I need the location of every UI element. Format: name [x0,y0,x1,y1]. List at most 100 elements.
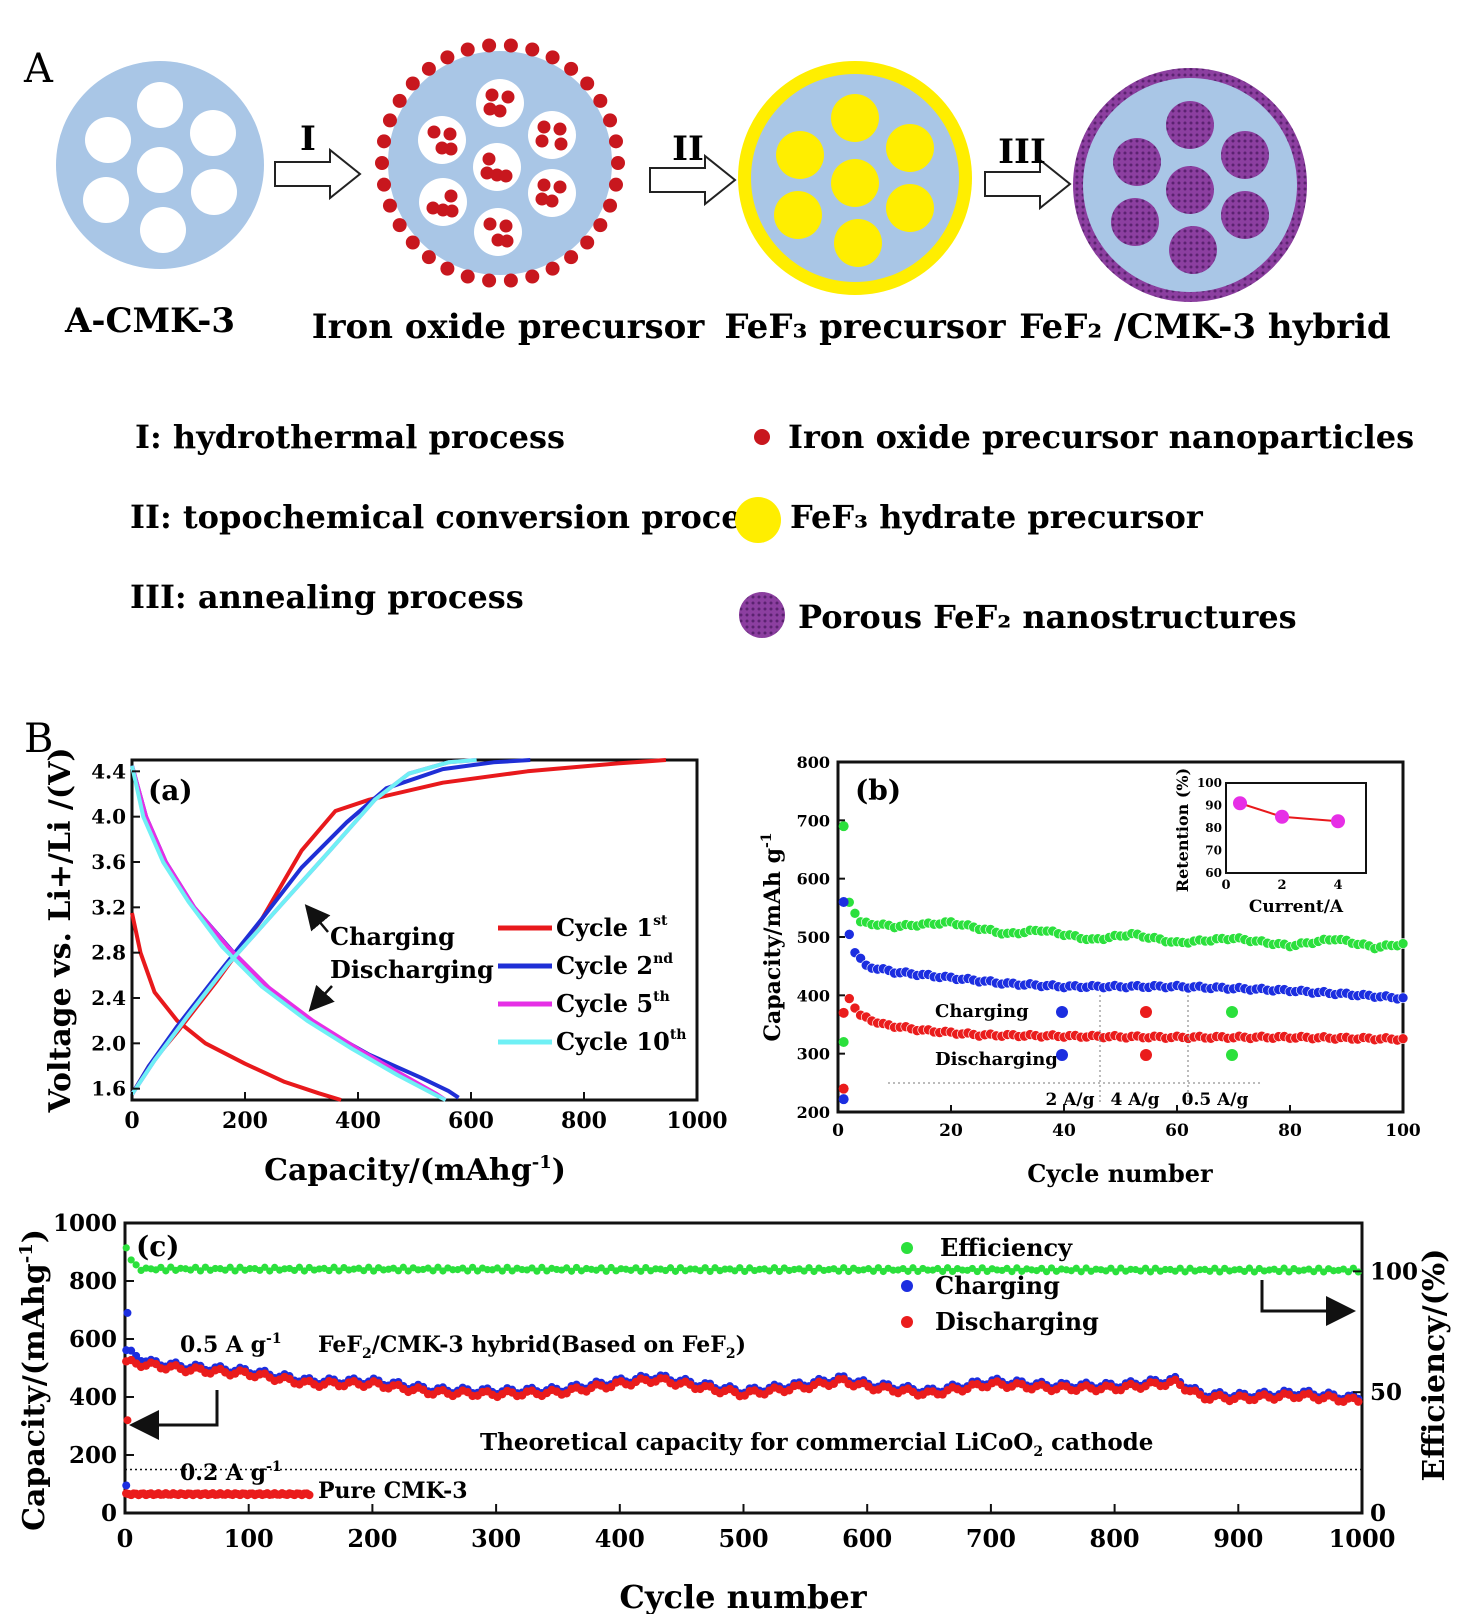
chart-a-ytick-label: 2.4 [91,986,126,1010]
iron-oxide-particle [485,88,499,102]
step-arrow-2: II [649,129,737,207]
chart-c-point-efficiency [231,1267,239,1275]
chart-b-point-red [843,993,855,1004]
iron-oxide-particle [444,142,458,156]
chart-c-legend-discharging-marker [901,1316,913,1328]
chart-c-point-efficiency [191,1263,200,1271]
chart-c-point-efficiency [226,1263,234,1271]
chart-a-curve-4-discharge [130,765,447,1102]
iron-oxide-particle [482,273,497,288]
chart-c-y2tick-label: 0 [1370,1500,1386,1527]
chart-b-inset-xlabel: Current/A [1249,897,1344,917]
chart-b-legend-discharging-blue-marker [1056,1049,1068,1061]
chart-b-panel-label: (b) [855,774,901,807]
chart-c-point-efficiency [261,1263,269,1271]
chart-c-xtick-label: 200 [347,1524,397,1553]
chart-b-xtick-label: 20 [939,1121,963,1141]
chart-b-legend-discharging-red-marker [1140,1049,1152,1061]
process-legend-2: II: topochemical conversion process [130,498,778,536]
chart-c-point-efficiency [869,1267,877,1275]
chart-b-inset-ytick-label: 90 [1205,799,1222,813]
chart-b-point-blue [1397,992,1409,1004]
chart-c-y2tick-label: 100 [1370,1258,1418,1285]
chart-c-point-efficiency [973,1267,981,1276]
chart-c-point-efficiency [127,1256,135,1264]
iron-oxide-particle [564,61,579,76]
stage-caption-2: Iron oxide precursor [312,307,706,347]
chart-a-discharging-arrow [308,984,335,1012]
step-label-2: II [672,129,704,169]
iron-oxide-particle [377,177,392,192]
chart-c-point-efficiency [122,1244,130,1252]
chart-c-point-efficiency [1349,1264,1357,1272]
step-label-3: III [998,132,1046,172]
chart-c-point-efficiency [741,1267,749,1276]
iron-oxide-particle [382,198,397,213]
iron-oxide-particle [553,180,567,194]
iron-oxide-particle [377,134,392,149]
iron-oxide-particle [482,38,497,53]
chart-b-point-blue [838,897,849,907]
iron-oxide-particle [460,42,475,57]
chart-b-point-blue [855,952,866,964]
chart-c-point-efficiency [637,1267,645,1275]
chart-c-right-axis-arrow [1260,1280,1356,1326]
symbol-legend-1: Iron oxide precursor nanoparticles [788,418,1414,456]
chart-c-xtick-label: 400 [595,1524,645,1553]
stage-fef2-diagram [1073,68,1307,302]
chart-c-ytick-label: 200 [69,1442,117,1469]
iron-oxide-particle [443,127,457,141]
chart-c-hybrid-label: FeF2/CMK-3 hybrid(Based on FeF2) [318,1332,746,1362]
chart-a-ytick-label: 4.0 [91,805,126,829]
chart-c-xtick-label: 600 [842,1524,892,1553]
iron-oxide-particle [444,189,458,203]
iron-oxide-particle [460,269,475,284]
iron-oxide-particle [440,261,455,276]
chart-c-theory-label: Theoretical capacity for commercial LiCo… [480,1429,1153,1460]
stage-a-cmk3-diagram [56,61,264,269]
chart-b-legend-discharging-green-marker [1226,1049,1238,1061]
chart-a: 0 200 400 600 800 1000 1.6 2.0 2.4 2.8 3.2 3.6 4.0 4.… [43,747,728,1188]
process-legend-1: I: hydrothermal process [135,418,565,456]
chart-b-point-red [1397,1033,1409,1044]
chart-b-inset-point [1331,814,1345,829]
chart-b-xlabel: Cycle number [1027,1159,1213,1188]
iron-oxide-particle [482,152,496,166]
chart-c-point-discharging [1354,1397,1363,1406]
chart-c-ylabel: Capacity/(mAhg-1) [16,1229,52,1531]
chart-b-point-extra [838,1083,849,1094]
chart-c-point-efficiency [399,1263,407,1271]
iron-oxide-particle [580,235,595,250]
iron-oxide-particle [500,234,514,248]
iron-oxide-particle [593,218,608,233]
chart-c-point-efficiency [978,1264,986,1272]
chart-c-point-efficiency [295,1263,304,1271]
chart-a-ylabel: Voltage vs. Li+/Li /(V) [43,747,78,1113]
chart-b-inset-ytick-label: 100 [1197,776,1222,790]
chart-c-point-efficiency [503,1263,511,1271]
chart-b-legend-charging: Charging [935,1001,1029,1022]
chart-a-panel-label: (a) [148,774,193,807]
chart-c-point-efficiency [464,1267,472,1275]
chart-c-panel-label: (c) [136,1230,180,1263]
chart-c-ytick-label: 600 [69,1326,117,1353]
chart-c-point-pure-cmk-first [122,1481,131,1490]
stage-caption-3: FeF₃ precursor [724,307,1006,347]
chart-c-xtick-label: 500 [718,1524,768,1553]
iron-oxide-particle [608,134,623,149]
chart-c-legend-discharging: Discharging [935,1307,1099,1336]
chart-c-point-efficiency [602,1267,610,1275]
chart-c-y2tick-label: 50 [1370,1379,1402,1406]
chart-b-inset-ytick-label: 70 [1205,844,1222,858]
iron-oxide-particle [392,218,407,233]
chart-b-inset-xtick-label: 2 [1277,878,1286,893]
step-arrow-3: III [984,132,1072,211]
chart-a-curve-3-discharge [130,765,447,1102]
chart-c-legend-charging-marker [901,1280,913,1292]
chart-b-xtick-label: 60 [1165,1121,1189,1141]
iron-oxide-particle [392,93,407,108]
chart-c-pure-label: Pure CMK-3 [318,1478,468,1504]
chart-c-left-axis-arrow [129,1390,219,1440]
chart-a-frame [130,758,699,1102]
